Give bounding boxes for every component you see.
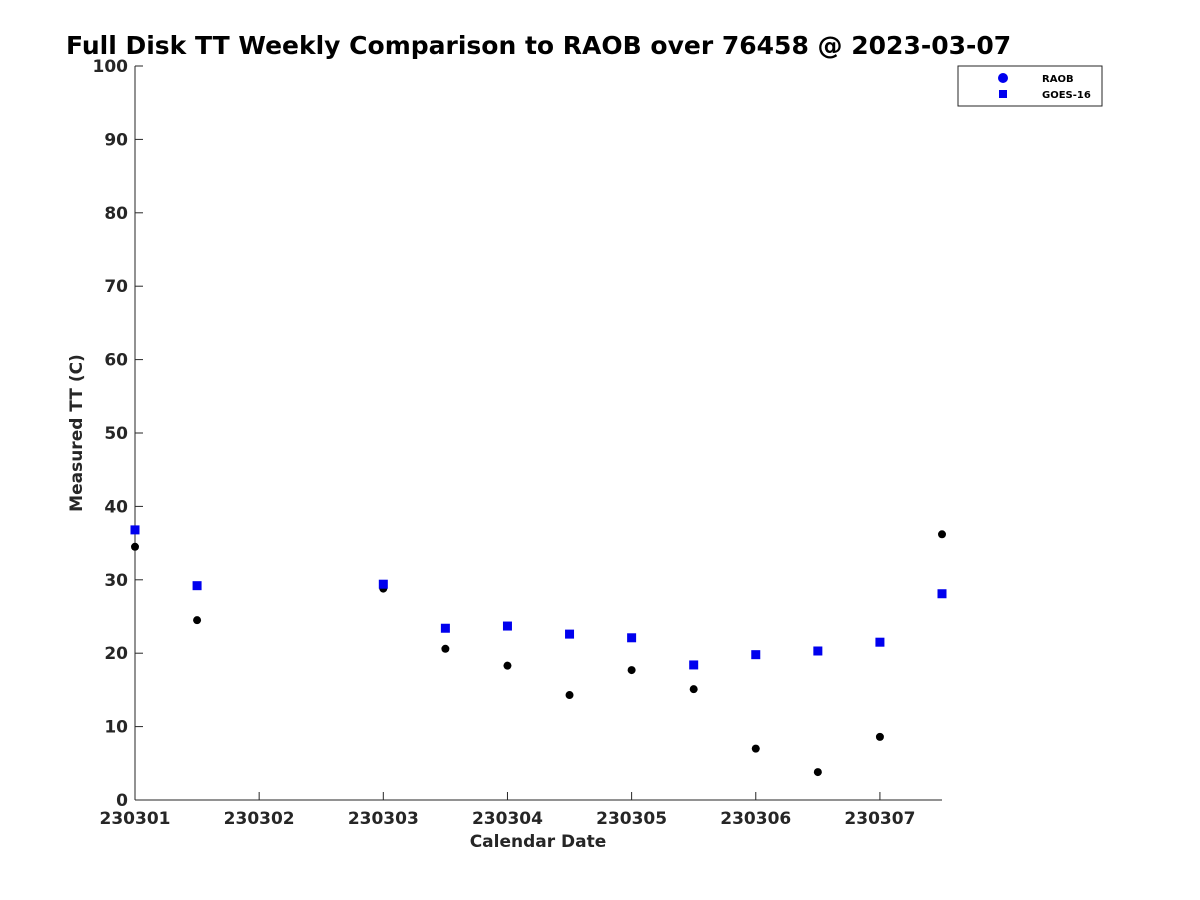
y-tick-label: 90 [104, 130, 128, 150]
y-tick-label: 20 [104, 644, 128, 664]
raob-point [938, 530, 946, 539]
legend-box [957, 65, 1103, 107]
x-tick-label: 230307 [844, 809, 915, 829]
legend-goes-16-label: GOES-16 [1042, 90, 1091, 101]
legend-items: RAOB GOES-16 [998, 73, 1091, 101]
raob-point [193, 616, 202, 625]
legend-goes-16-marker [999, 90, 1007, 98]
y-tick-label: 0 [116, 791, 128, 811]
y-tick-label: 70 [104, 277, 128, 297]
raob-point [503, 661, 512, 670]
goes-16-point [937, 589, 947, 599]
y-tick-label: 30 [104, 571, 128, 591]
y-tick-label: 80 [104, 204, 128, 224]
goes-16-point [378, 579, 388, 589]
x-tick-label: 230303 [348, 809, 419, 829]
raob-point [441, 644, 450, 653]
y-axis-label: Measured TT (C) [67, 354, 87, 512]
raob-point [813, 768, 822, 777]
goes-16-point [875, 637, 885, 647]
goes-16-point [751, 650, 761, 660]
x-tick-label: 230301 [100, 809, 171, 829]
y-tick-label: 10 [104, 718, 128, 738]
legend-raob-label: RAOB [1042, 74, 1074, 85]
x-tick-label: 230304 [472, 809, 543, 829]
goes-16-point [813, 646, 823, 656]
goes-16-point [440, 623, 450, 633]
legend-raob-marker [998, 73, 1008, 83]
raob-point [627, 666, 636, 675]
raob-point [751, 744, 760, 753]
goes-16-point [565, 629, 575, 639]
x-axis-label: Calendar Date [470, 832, 607, 852]
x-axis-ticks: 230301 230302 230303 230304 230305 230306 2303… [100, 792, 915, 829]
raob-point [131, 542, 139, 551]
goes-16-point [502, 621, 512, 631]
y-tick-label: 100 [93, 57, 129, 77]
y-tick-label: 60 [104, 351, 128, 371]
y-tick-label: 40 [104, 497, 128, 517]
data-markers [130, 525, 947, 777]
legend: RAOB GOES-16 [957, 65, 1103, 107]
x-tick-label: 230306 [720, 809, 791, 829]
x-tick-label: 230302 [224, 809, 295, 829]
y-tick-label: 50 [104, 424, 128, 444]
goes-16-point [689, 660, 699, 670]
y-axis-ticks: 0 10 20 30 40 50 60 70 80 90 100 [93, 57, 143, 811]
raob-point [689, 685, 698, 694]
x-tick-label: 230305 [596, 809, 667, 829]
chart-title: Full Disk TT Weekly Comparison to RAOB o… [66, 31, 1011, 60]
raob-point [875, 732, 884, 741]
goes-16-point [130, 525, 140, 535]
goes-16-point [627, 633, 637, 643]
raob-point [565, 691, 574, 700]
goes-16-point [192, 581, 202, 591]
